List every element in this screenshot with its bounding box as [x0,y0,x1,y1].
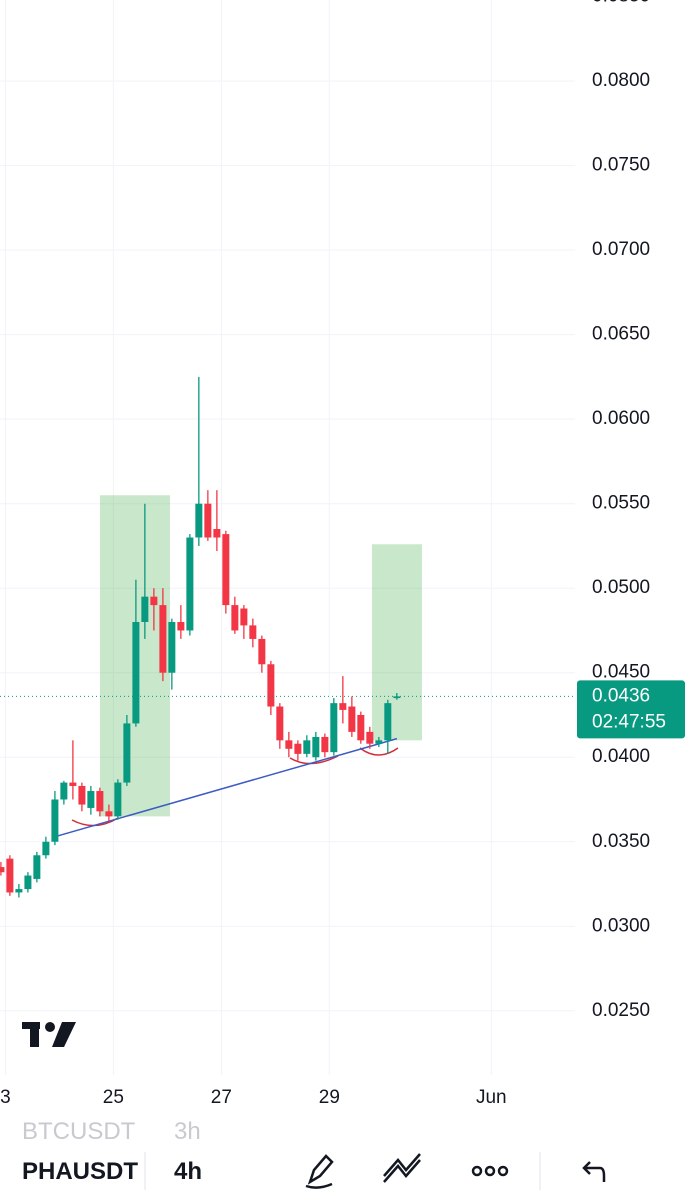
more-icon[interactable] [471,1165,509,1177]
candle-body [231,605,239,631]
trend-line [54,737,398,838]
y-tick-label: 0.0700 [592,239,650,260]
candle-body [42,841,50,856]
candle-body [6,858,14,893]
candle-body [276,706,284,741]
candle-body [33,855,41,879]
x-tick-label: 25 [103,1087,124,1108]
prev-interval: 3h [174,1118,201,1145]
interval[interactable]: 4h [174,1158,203,1185]
drawing-rectangle [371,544,422,741]
candle-body [366,731,374,744]
candle-body [114,782,122,817]
candle-body [240,608,248,626]
y-tick-label: 0.0750 [592,155,650,176]
symbol[interactable]: PHAUSDT [22,1158,139,1185]
candle-body [186,537,194,631]
y-tick-label: 0.0650 [592,324,650,345]
candle-body [258,638,266,665]
x-tick-label: 29 [319,1087,340,1108]
candle-body [141,596,149,623]
candle-body [321,736,329,753]
candle-body [267,664,275,707]
toolbar: BTCUSDT 3h PHAUSDT 4h [0,1118,694,1200]
y-tick-label: 0.0850 [592,0,650,7]
prev-symbol: BTCUSDT [22,1118,136,1145]
y-tick-label: 0.0350 [592,831,650,852]
candle-body [150,596,158,606]
countdown: 02:47:55 [592,711,666,732]
candle-body [15,889,23,893]
candle-body [132,622,140,724]
y-tick-label: 0.0800 [592,70,650,91]
y-tick-label: 0.0400 [592,746,650,767]
draw-icon[interactable] [305,1154,334,1189]
candle-body [168,622,176,673]
candle-body [249,625,257,639]
candle-body [303,740,311,754]
y-tick-label: 0.0250 [592,1000,650,1021]
candle-body [330,703,338,753]
candle-body [285,740,293,749]
y-tick-label: 0.0450 [592,662,650,683]
candle-body [384,703,392,741]
candle-body [24,875,32,890]
indicators-icon[interactable] [383,1153,421,1183]
last-price-box [577,680,685,739]
candle-body [123,723,131,783]
last-price-label: 0.0436 [592,685,650,706]
candle-body [159,605,167,673]
candle-body [375,740,383,744]
candle-body [96,791,104,812]
candle-body [69,782,77,786]
candle-body [213,529,221,538]
candle-body [0,867,5,873]
candle-body [177,622,185,631]
candle-body [60,782,68,800]
grid [0,0,575,1075]
candle-body [87,791,95,808]
drawing-arc [71,817,119,827]
candle-body [357,714,365,741]
x-tick-label: Jun [476,1087,507,1108]
undo-icon[interactable] [582,1161,606,1182]
candle-body [222,534,230,606]
candle-body [312,736,320,758]
candle-body [51,799,59,842]
candle-body [78,785,86,805]
candle-body [195,503,203,538]
toolbar-icons [144,1152,606,1190]
candle-body [393,696,401,699]
x-tick-label: 3 [0,1087,11,1108]
y-tick-label: 0.0300 [592,915,650,936]
x-tick-label: 27 [211,1087,232,1108]
y-tick-label: 0.0500 [592,577,650,598]
candle-body [294,743,302,754]
drawing-arc [359,747,399,756]
candle-body [339,703,347,710]
chart: 0.0250 0.0300 0.0350 0.0400 0.0450 0.0500 0.05… [0,0,685,1108]
y-tick-label: 0.0600 [592,408,650,429]
y-tick-label: 0.0550 [592,493,650,514]
candle-body [348,706,356,732]
tv-logo [22,1022,76,1047]
candle-body [105,811,113,817]
candle-body [204,503,212,538]
